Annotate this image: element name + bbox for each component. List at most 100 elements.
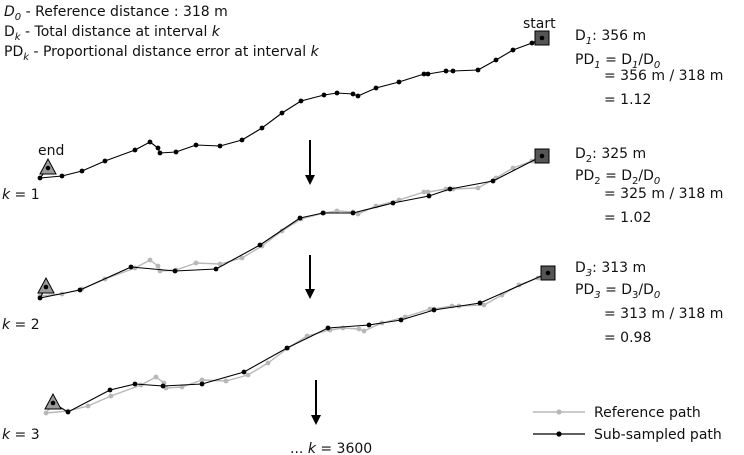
subsampled-path-point [493, 57, 499, 63]
reference-path-point [361, 328, 367, 334]
subsampled-path-point [510, 47, 516, 53]
start-label: start [523, 16, 556, 32]
pd1-formula: PD1 = D1/D0 [575, 52, 660, 71]
d3-value: D3: 313 m [575, 260, 646, 279]
subsampled-path-point [325, 325, 331, 331]
subsampled-path-point [37, 175, 43, 181]
reference-path-line [39, 155, 543, 297]
end-marker-row-1 [39, 157, 57, 175]
subsampled-path-point [213, 266, 219, 272]
subsampled-path-point [355, 93, 361, 99]
subsampled-path-point [259, 125, 265, 131]
subsampled-path-point [132, 147, 138, 153]
reference-path-point [265, 360, 271, 366]
reference-path-point [43, 410, 49, 416]
reference-path-point [193, 260, 199, 266]
subsampled-path-point [160, 383, 166, 389]
legend-proportional-error: PDk - Proportional distance error at int… [4, 44, 320, 63]
start-marker-row-1 [534, 30, 550, 46]
subsampled-path-point [443, 68, 449, 74]
reference-path-point [239, 255, 245, 261]
reference-path-point [153, 374, 159, 380]
subsampled-path-point [199, 381, 205, 387]
pd2-result: = 1.02 [604, 210, 651, 226]
subsampled-path-point [172, 268, 178, 274]
subsampled-path-point [155, 145, 161, 151]
start-marker-row-2 [534, 148, 550, 164]
legend-total-distance: Dk - Total distance at interval k [4, 24, 221, 43]
subsampled-path-point [475, 67, 481, 73]
reference-path-point [475, 185, 481, 191]
legend-reference-dot [556, 409, 562, 415]
reference-path-point [147, 257, 153, 263]
reference-path-point [427, 306, 433, 312]
subsampled-path-point [128, 264, 134, 270]
subsampled-path-point [239, 137, 245, 143]
subsampled-path-point [284, 345, 290, 351]
subsampled-path-point [529, 40, 535, 46]
subsampled-path-point [390, 200, 396, 206]
reference-path-point [223, 378, 229, 384]
legend-subsampled-label: Sub-sampled path [594, 427, 722, 443]
subsampled-path-point [421, 71, 427, 77]
reference-path-point [334, 208, 340, 214]
reference-path-point [108, 393, 114, 399]
subsampled-path-point [450, 68, 456, 74]
subsampled-path-point [157, 150, 163, 156]
row-label-2: k = 2 [2, 317, 40, 333]
subsampled-path-point [477, 300, 483, 306]
subsampled-path-point [147, 139, 153, 145]
subsampled-path-line [39, 155, 543, 299]
row-label-3: k = 3 [2, 427, 40, 443]
subsampled-path-point [425, 71, 431, 77]
subsampled-path-point [79, 168, 85, 174]
subsampled-path-point [37, 295, 43, 301]
reference-path-point [510, 165, 516, 171]
d2-value: D2: 325 m [575, 146, 646, 165]
subsampled-path-point [297, 215, 303, 221]
subsampled-path-point [132, 381, 138, 387]
subsampled-path-point [257, 242, 263, 248]
subsampled-path-point [373, 85, 379, 91]
reference-path-point [179, 384, 185, 390]
subsampled-path-point [217, 143, 223, 149]
reference-path-point [85, 403, 91, 409]
subsampled-path-point [366, 322, 372, 328]
subsampled-path-point [241, 369, 247, 375]
subsampled-path-point [321, 92, 327, 98]
subsampled-path-point [320, 210, 326, 216]
subsampled-path-point [65, 409, 71, 415]
end-label: end [38, 143, 64, 159]
row-label-1: k = 1 [2, 187, 40, 203]
pd3-result: = 0.98 [604, 330, 651, 346]
subsampled-path-point [350, 210, 356, 216]
reference-path-point [245, 372, 251, 378]
legend-reference-distance: D0 - Reference distance : 318 m [4, 4, 228, 23]
subsampled-path-point [279, 110, 285, 116]
reference-path-point [199, 377, 205, 383]
reference-path-point [421, 189, 427, 195]
reference-path-point [356, 326, 362, 332]
pd2-ratio: = 325 m / 318 m [604, 186, 723, 202]
reference-path-point [425, 189, 431, 195]
subsampled-path-point [59, 173, 65, 179]
legend-reference-label: Reference path [594, 405, 701, 421]
pd1-ratio: = 356 m / 318 m [604, 68, 723, 84]
end-marker-row-2 [37, 276, 55, 294]
subsampled-path-point [350, 91, 356, 97]
d1-value: D1: 356 m [575, 28, 646, 47]
subsampled-path-point [398, 317, 404, 323]
row-3-paths [43, 270, 551, 416]
subsampled-path-point [334, 90, 340, 96]
subsampled-path-point [447, 186, 453, 192]
pd1-result: = 1.12 [604, 92, 651, 108]
legend-subsampled-dot [556, 431, 562, 437]
path-legend: Reference path Sub-sampled path [533, 405, 722, 443]
end-marker-row-3 [44, 392, 62, 410]
pd3-ratio: = 313 m / 318 m [604, 306, 723, 322]
subsampled-path-point [298, 98, 304, 104]
subsampled-path-point [77, 287, 83, 293]
start-marker-row-3 [540, 265, 556, 281]
subsampled-path-point [107, 387, 113, 393]
